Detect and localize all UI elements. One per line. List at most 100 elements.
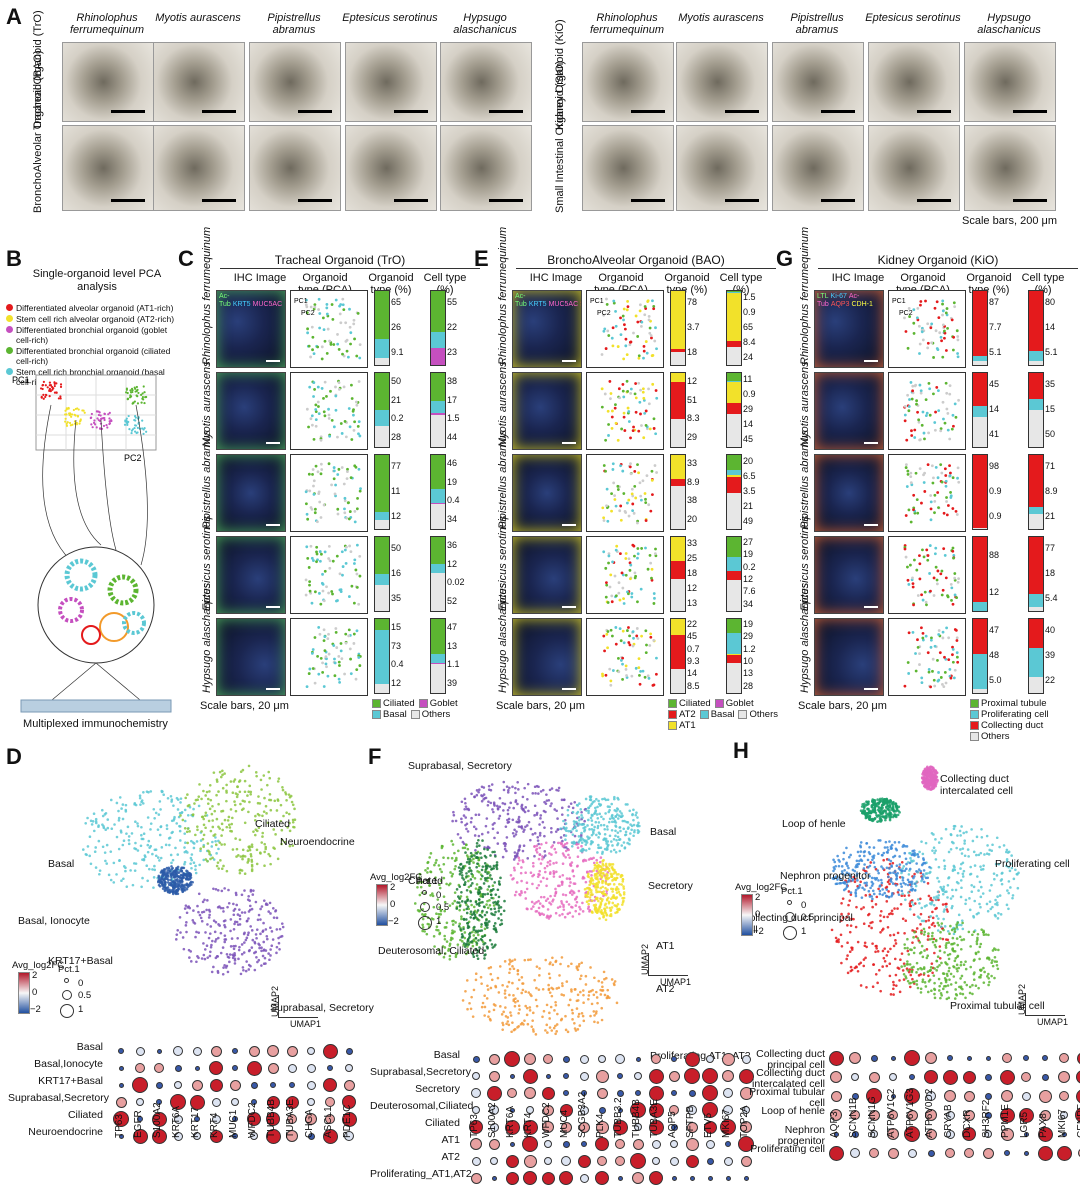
panelD-gene-4: KRT17 xyxy=(190,1107,201,1138)
panelF-row-label-3: Deuterosomal,Ciliated xyxy=(370,1101,460,1112)
dotplot-dot xyxy=(723,1088,733,1098)
bar-value: 77 xyxy=(1045,543,1071,553)
panelF-row-label-0: Basal xyxy=(370,1050,460,1061)
dotplot-dot xyxy=(671,1090,677,1096)
panelG-header-0: IHC Image xyxy=(826,272,890,284)
panelC-pca-plot-1 xyxy=(290,372,368,450)
panelF-gene-1: S100A2 xyxy=(487,1102,498,1138)
legend-item: Collecting duct xyxy=(970,720,1080,731)
panelG-organoid-bar-3 xyxy=(972,536,988,612)
svg-text:PC1: PC1 xyxy=(892,298,906,305)
panelF-cluster-label-3: Secretory xyxy=(648,880,693,892)
bar-value: 0.9 xyxy=(989,486,1015,496)
dotplot-dot xyxy=(618,1176,623,1181)
panelH-gene-3: ATP6V1C2 xyxy=(886,1089,897,1138)
panelF-gene-3: KRT4 xyxy=(523,1113,534,1138)
bar-value: 26 xyxy=(391,322,417,332)
panel-b-diagram: PC1 PC2 xyxy=(6,365,176,725)
panelD-gene-0: TP63 xyxy=(114,1114,125,1138)
panelC-species-4: Hypsugo alaschanicus xyxy=(201,615,213,693)
panelE-pca-plot-1 xyxy=(586,372,664,450)
dotplot-dot xyxy=(154,1063,164,1073)
panelG-pca-plot-2 xyxy=(888,454,966,532)
dotplot-dot xyxy=(634,1072,642,1080)
bar-value: 33 xyxy=(687,538,713,548)
bar-value: 29 xyxy=(743,631,769,641)
species-right-1: Myotis aurascens xyxy=(672,12,770,24)
bar-value: 18 xyxy=(687,568,713,578)
bar-value: 28 xyxy=(743,681,769,691)
bar-value: 12 xyxy=(989,587,1015,597)
bar-value: 34 xyxy=(447,514,473,524)
dotplot-dot xyxy=(1076,1070,1080,1084)
legend-text: Differentiated alveolar organoid (AT1-ri… xyxy=(16,303,173,313)
organoid-photo-right-0-3 xyxy=(868,42,960,122)
scale-bar xyxy=(631,199,665,202)
dotplot-dot xyxy=(268,1063,279,1074)
bar-value: 9.1 xyxy=(391,347,417,357)
panelF-gene-6: SCGB3A2 xyxy=(577,1092,588,1138)
bar-value: 1.5 xyxy=(447,413,473,423)
organoid-photo-right-0-2 xyxy=(772,42,864,122)
dotplot-dot xyxy=(831,1091,842,1102)
dotplot-dot xyxy=(652,1157,660,1165)
panelD-row-label-4: Ciliated xyxy=(8,1110,103,1121)
dotplot-dot xyxy=(473,1056,480,1063)
dotplot-dot xyxy=(524,1155,537,1168)
dotplot-dot xyxy=(964,1148,974,1158)
panelE-letter: E xyxy=(474,246,489,272)
panelG-ihc-image-3 xyxy=(814,536,884,614)
dotplot-dot xyxy=(617,1073,623,1079)
dotplot-dot xyxy=(904,1050,920,1066)
panelD-gene-1: EGFR xyxy=(133,1110,144,1138)
panelC-pca-plot-2 xyxy=(290,454,368,532)
panelD-gene-3: KRT6A xyxy=(171,1106,182,1138)
panelG-organoid-bar-1 xyxy=(972,372,988,448)
dotplot-dot xyxy=(1004,1150,1010,1156)
panelF-row-label-2: Secretory xyxy=(370,1084,460,1095)
species-right-2: Pipistrellus abramus xyxy=(768,12,866,36)
dotplot-dot xyxy=(307,1047,315,1055)
bar-value: 3.7 xyxy=(687,322,713,332)
dotplot-dot xyxy=(684,1068,700,1084)
panelG-organoid-bar-4 xyxy=(972,618,988,694)
dotplot-dot xyxy=(924,1070,938,1084)
bar-value: 12 xyxy=(687,376,713,386)
scale-bar xyxy=(821,199,855,202)
dotplot-dot xyxy=(561,1156,571,1166)
panelE-cell-bar-3 xyxy=(726,536,742,612)
bar-value: 0.9 xyxy=(989,511,1015,521)
panelF-letter: F xyxy=(368,744,381,770)
dotplot-dot xyxy=(174,1081,182,1089)
dotplot-dot xyxy=(543,1054,553,1064)
bar-value: 39 xyxy=(447,678,473,688)
panelF-gene-11: AQP5 xyxy=(667,1111,678,1138)
dotplot-dot xyxy=(472,1106,480,1114)
bar-value: 17 xyxy=(447,395,473,405)
bar-value: 12 xyxy=(687,583,713,593)
panelF-gene-10: TUBA3E xyxy=(649,1099,660,1138)
panelH-row-label-3: Loop of henle xyxy=(735,1106,825,1117)
bar-value: 13 xyxy=(687,598,713,608)
bar-value: 7.6 xyxy=(743,586,769,596)
panelF-cluster-label-0: Suprabasal, Secretory xyxy=(408,760,512,772)
species-right-3: Eptesicus serotinus xyxy=(864,12,962,24)
panel-a-scale-text: Scale bars, 200 μm xyxy=(962,216,1057,227)
dotplot-dot xyxy=(651,1054,661,1064)
dotplot-dot xyxy=(1057,1146,1072,1161)
panelH-gene-1: SCNN1B xyxy=(848,1097,859,1138)
